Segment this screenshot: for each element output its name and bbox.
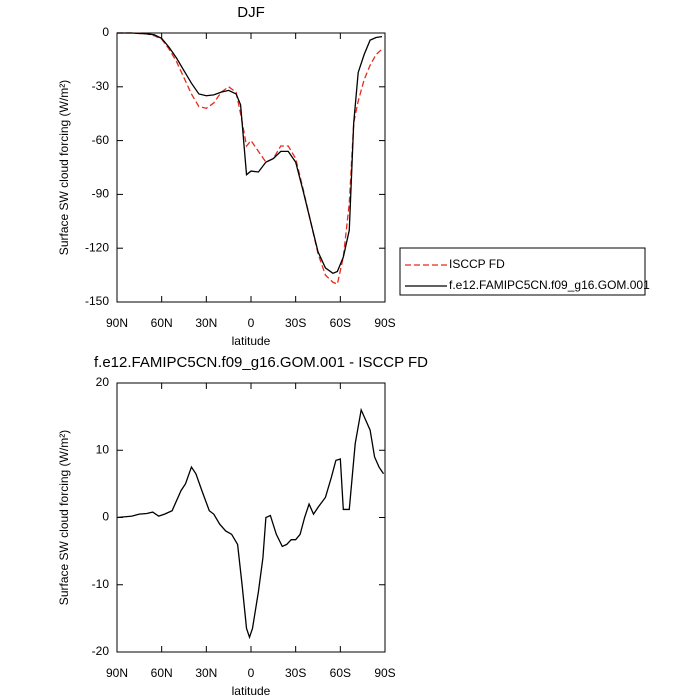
x-tick-label: 30N bbox=[195, 316, 217, 330]
plot-frame bbox=[116, 32, 386, 303]
y-tick-label: 20 bbox=[96, 375, 110, 389]
x-tick-label: 30S bbox=[285, 316, 306, 330]
y-axis-label: Surface SW cloud forcing (W/m²) bbox=[57, 80, 71, 255]
legend-box bbox=[399, 247, 646, 296]
x-tick-label: 90S bbox=[374, 666, 395, 680]
y-tick-label: -20 bbox=[92, 644, 110, 658]
x-tick-label: 90N bbox=[106, 316, 128, 330]
series-line bbox=[116, 407, 385, 640]
legend-label: ISCCP FD bbox=[449, 257, 505, 271]
x-axis-label: latitude bbox=[232, 684, 271, 698]
x-tick-label: 90N bbox=[106, 666, 128, 680]
chart-title: f.e12.FAMIPC5CN.f09_g16.GOM.001 - ISCCP … bbox=[94, 354, 428, 371]
chart-title: DJF bbox=[237, 4, 265, 21]
y-tick-label: -150 bbox=[85, 294, 109, 308]
y-tick-label: -10 bbox=[92, 577, 110, 591]
series-line bbox=[117, 32, 383, 285]
x-tick-label: 30N bbox=[195, 666, 217, 680]
y-tick-label: -120 bbox=[85, 240, 109, 254]
y-tick-label: 0 bbox=[102, 510, 109, 524]
y-axis-label: Surface SW cloud forcing (W/m²) bbox=[57, 430, 71, 605]
x-tick-label: 90S bbox=[374, 316, 395, 330]
y-tick-label: -90 bbox=[92, 187, 110, 201]
x-tick-label: 60N bbox=[151, 316, 173, 330]
y-tick-label: 10 bbox=[96, 442, 110, 456]
x-axis-label: latitude bbox=[232, 334, 271, 348]
x-tick-label: 0 bbox=[248, 666, 255, 680]
x-tick-label: 30S bbox=[285, 666, 306, 680]
x-tick-label: 60S bbox=[330, 316, 351, 330]
y-tick-label: -30 bbox=[92, 79, 110, 93]
plot-frame bbox=[116, 382, 386, 653]
y-tick-label: 0 bbox=[102, 25, 109, 39]
series-line bbox=[117, 32, 383, 275]
y-tick-label: -60 bbox=[92, 133, 110, 147]
x-tick-label: 60N bbox=[151, 666, 173, 680]
x-tick-label: 0 bbox=[248, 316, 255, 330]
legend-label: f.e12.FAMIPC5CN.f09_g16.GOM.001 bbox=[449, 278, 650, 292]
x-tick-label: 60S bbox=[330, 666, 351, 680]
